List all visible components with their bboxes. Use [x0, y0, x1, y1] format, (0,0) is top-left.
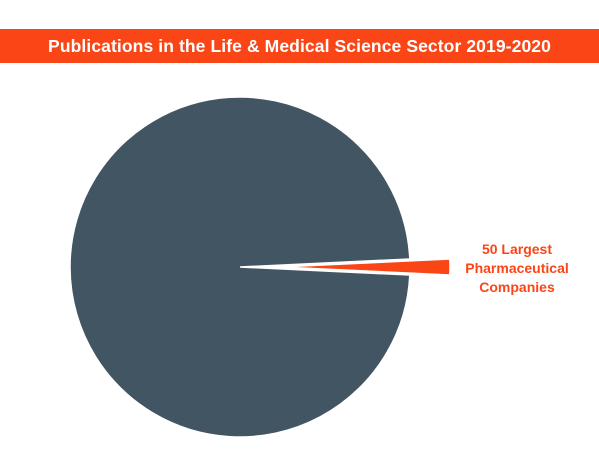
slice-label-pharma: 50 Largest Pharmaceutical Companies — [465, 241, 569, 295]
title-bar: Publications in the Life & Medical Scien… — [0, 29, 599, 63]
pie-slice-pharma — [279, 258, 451, 276]
chart-title: Publications in the Life & Medical Scien… — [48, 35, 551, 56]
pie-slice-main — [69, 96, 411, 438]
